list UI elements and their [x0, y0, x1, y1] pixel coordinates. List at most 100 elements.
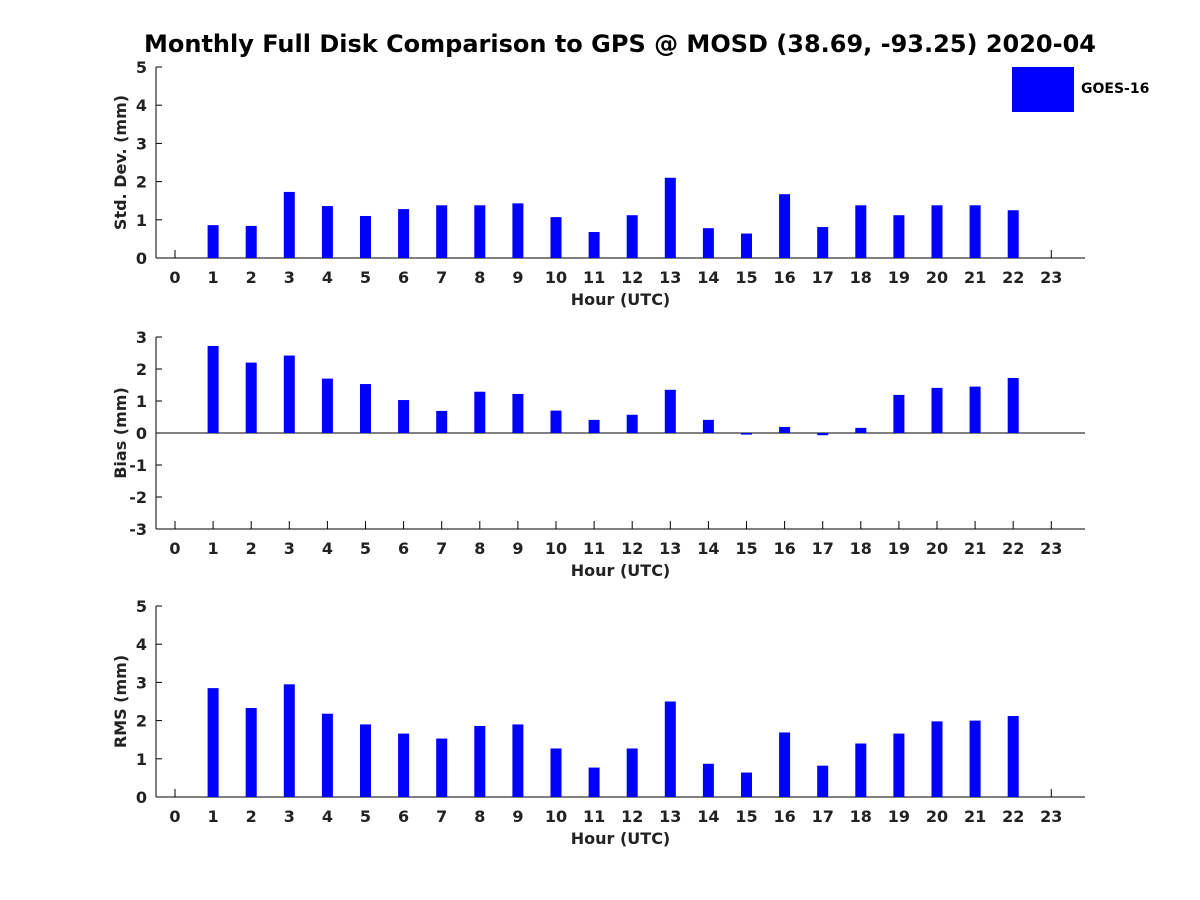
x-tick-label: 13 [659, 268, 681, 287]
bar-hour-18 [855, 743, 867, 797]
bar-hour-19 [893, 215, 905, 258]
y-tick-label: 1 [136, 750, 147, 769]
x-tick-label: 13 [659, 807, 681, 826]
x-tick-label: 22 [1002, 268, 1024, 287]
x-tick-label: 1 [208, 268, 219, 287]
x-tick-label: 9 [512, 539, 523, 558]
bar-hour-9 [512, 203, 524, 258]
bar-hour-8 [474, 205, 486, 258]
x-tick-label: 21 [964, 807, 986, 826]
x-tick-label: 17 [812, 539, 834, 558]
y-tick-label: 3 [136, 328, 147, 347]
x-tick-label: 12 [621, 268, 643, 287]
bar-hour-1 [207, 345, 219, 433]
bar-hour-22 [1007, 377, 1019, 433]
bar-hour-19 [893, 733, 905, 797]
bar-hour-14 [702, 763, 714, 797]
x-tick-label: 17 [812, 268, 834, 287]
bar-hour-14 [702, 228, 714, 258]
bar-hour-12 [626, 748, 638, 797]
bar-hour-10 [550, 748, 562, 797]
x-tick-label: 11 [583, 807, 605, 826]
bar-hour-16 [779, 194, 791, 258]
x-tick-label: 21 [964, 268, 986, 287]
x-tick-label: 15 [735, 268, 757, 287]
x-tick-label: 0 [169, 539, 180, 558]
bar-hour-6 [398, 400, 410, 433]
x-tick-label: 12 [621, 539, 643, 558]
x-tick-label: 6 [398, 539, 409, 558]
y-tick-label: 3 [136, 134, 147, 153]
bar-hour-15 [741, 433, 752, 435]
x-tick-label: 2 [246, 268, 257, 287]
bar-hour-8 [474, 725, 486, 797]
bar-hour-13 [664, 389, 676, 433]
x-tick-label: 20 [926, 268, 948, 287]
y-tick-label: 5 [136, 58, 147, 77]
bar-hour-15 [741, 772, 752, 797]
x-tick-label: 16 [773, 268, 795, 287]
x-tick-label: 22 [1002, 807, 1024, 826]
bar-hour-9 [512, 393, 524, 433]
x-tick-label: 23 [1040, 807, 1062, 826]
x-tick-label: 18 [850, 807, 872, 826]
bar-hour-21 [969, 720, 981, 797]
x-axis-label: Hour (UTC) [571, 829, 671, 848]
x-tick-label: 7 [436, 268, 447, 287]
x-tick-label: 6 [398, 268, 409, 287]
x-tick-label: 17 [812, 807, 834, 826]
x-tick-label: 3 [284, 539, 295, 558]
legend-swatch-goes-16 [1012, 67, 1074, 112]
x-tick-label: 4 [322, 539, 333, 558]
y-tick-label: 0 [136, 249, 147, 268]
x-tick-label: 13 [659, 539, 681, 558]
bar-hour-11 [588, 767, 600, 797]
x-tick-label: 2 [246, 807, 257, 826]
bar-hour-4 [321, 378, 333, 433]
bar-hour-13 [664, 701, 676, 797]
x-tick-label: 16 [773, 539, 795, 558]
x-tick-label: 19 [888, 268, 910, 287]
bar-hour-7 [436, 410, 448, 433]
x-tick-label: 23 [1040, 268, 1062, 287]
bar-hour-1 [207, 688, 219, 797]
bar-hour-15 [741, 233, 752, 258]
x-tick-label: 9 [512, 268, 523, 287]
bar-hour-5 [360, 215, 371, 258]
x-tick-label: 18 [850, 268, 872, 287]
x-tick-label: 5 [360, 268, 371, 287]
bar-hour-4 [321, 713, 333, 797]
x-axis-label: Hour (UTC) [571, 561, 671, 580]
bar-hour-18 [855, 205, 867, 258]
y-axis-label: Std. Dev. (mm) [111, 95, 130, 230]
bar-hour-7 [436, 738, 448, 797]
figure-title: Monthly Full Disk Comparison to GPS @ MO… [143, 30, 1096, 58]
bar-hour-22 [1007, 210, 1019, 258]
x-tick-label: 7 [436, 807, 447, 826]
bar-hour-18 [855, 427, 867, 433]
y-tick-label: 5 [136, 597, 147, 616]
x-tick-label: 20 [926, 539, 948, 558]
x-tick-label: 15 [735, 807, 757, 826]
bar-hour-6 [398, 733, 410, 797]
x-tick-label: 7 [436, 539, 447, 558]
y-tick-label: 0 [136, 788, 147, 807]
bar-hour-4 [321, 206, 333, 258]
bar-hour-16 [779, 732, 791, 797]
x-tick-label: 1 [208, 807, 219, 826]
bar-hour-10 [550, 410, 562, 433]
y-tick-label: -3 [129, 520, 147, 539]
bar-hour-9 [512, 724, 524, 797]
x-tick-label: 0 [169, 268, 180, 287]
x-axis-label: Hour (UTC) [571, 290, 671, 309]
y-tick-label: -1 [129, 456, 147, 475]
x-tick-label: 14 [697, 268, 719, 287]
bar-hour-17 [817, 433, 829, 436]
x-tick-label: 5 [360, 539, 371, 558]
bar-hour-6 [398, 209, 410, 258]
bar-hour-1 [207, 225, 219, 258]
x-tick-label: 4 [322, 807, 333, 826]
y-tick-label: 0 [136, 424, 147, 443]
bar-hour-19 [893, 394, 905, 433]
